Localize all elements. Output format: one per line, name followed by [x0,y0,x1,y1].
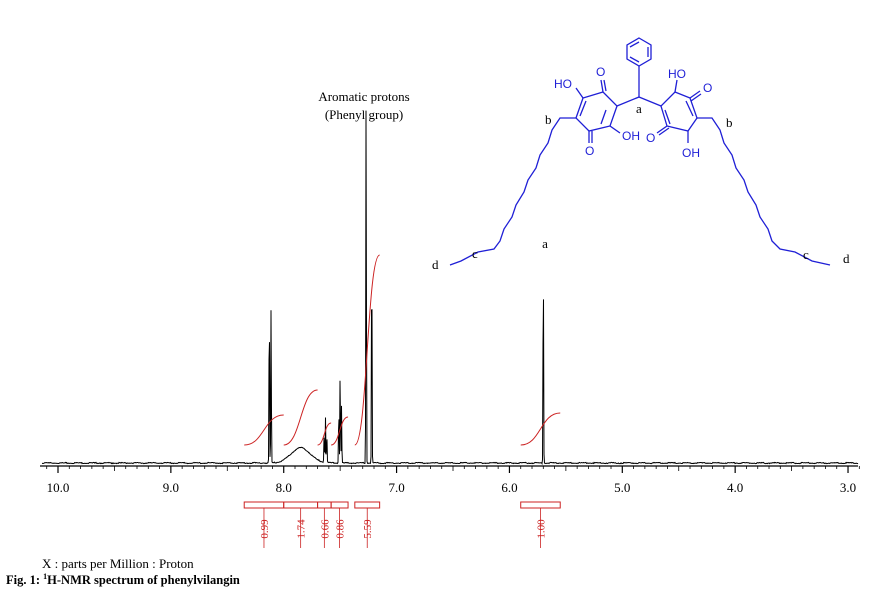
x-axis: 10.0 9.0 8.0 7.0 6.0 5.0 4.0 3.0 [40,465,860,495]
right-carbonyl [690,93,702,102]
label-b-left: b [545,112,552,127]
label-d-left: d [432,257,439,272]
structure-labels: a b b c c d d [432,101,850,272]
atom-o-right-top: O [703,81,712,95]
label-d-right: d [843,251,850,266]
integral-curve [354,254,381,446]
integral-curve [520,412,561,446]
integral-value: 0.99 [259,519,271,539]
integral-curves [244,254,561,446]
integral-box [317,501,332,509]
integral-box [520,501,561,509]
x-tick-labels: 10.0 9.0 8.0 7.0 6.0 5.0 4.0 3.0 [47,480,857,495]
atom-oh-right: OH [682,146,700,160]
left-carbonyl [603,79,607,92]
right-quinone-bond [685,100,694,117]
left-quinone-bond [579,100,587,117]
caption-superscript: 1 [43,572,48,581]
left-carbonyl [600,79,604,93]
x-tick-label: 6.0 [501,480,517,495]
label-b-right: b [726,115,733,130]
left-oh-bond [609,125,621,134]
peak-a-label: a [542,236,548,251]
integral-box [283,501,319,509]
caption-prefix: Fig. 1: [6,573,44,588]
right-carbonyl [689,90,701,99]
caption-text: H-NMR spectrum of phenylvilangin [47,573,240,588]
left-oh-bond [575,87,584,99]
atom-o-right-bottom: O [646,131,655,145]
x-tick-label: 8.0 [276,480,292,495]
integral-boxes: 0.99 1.74 0.66 0.86 5.59 1.00 [243,501,561,548]
right-alkyl-chain [697,117,831,266]
phenyl-double-bond [629,41,640,48]
methine-bond [616,96,640,107]
aromatic-label-line1: Aromatic protons [318,89,409,104]
integral-box [243,501,285,509]
x-tick-label: 9.0 [163,480,179,495]
integral-curve [244,414,284,446]
atom-oh-left: OH [622,129,640,143]
phenyl-double-bond [629,56,640,63]
integral-curve [283,389,318,446]
x-tick-label: 5.0 [614,480,630,495]
structure-text: HO O O OH HO O O OH [554,65,712,160]
chemical-structure [449,37,831,266]
figure-caption: Fig. 1: 1H-NMR spectrum of phenylvilangi… [6,572,240,588]
atom-o-left-top: O [596,65,605,79]
atom-o-left-bottom: O [585,144,594,158]
atom-ho-right: HO [668,67,686,81]
integral-value: 5.59 [362,519,374,539]
integral-value: 1.74 [296,519,308,539]
x-axis-label: X : parts per Million : Proton [42,556,194,571]
methine-bond [638,96,662,107]
integral-value: 0.66 [319,519,331,539]
right-carbonyl [656,125,668,134]
right-oh-bond [674,79,678,93]
right-carbonyl [658,127,670,136]
x-tick-label: 4.0 [727,480,743,495]
label-c-right: c [803,247,809,262]
left-alkyl-chain [449,117,576,266]
x-tick-label: 7.0 [388,480,404,495]
integral-curve [330,416,349,446]
x-ticks [46,466,860,473]
label-c-left: c [472,246,478,261]
left-quinone-bond [600,109,607,125]
integral-box [354,501,381,509]
spectrum-line [41,110,859,466]
integral-value: 1.00 [535,519,547,539]
aromatic-label-line2: (Phenyl group) [325,107,403,122]
label-a: a [636,101,642,116]
integral-box [330,501,349,509]
right-quinone-bond [664,109,671,125]
integral-value: 0.86 [335,519,347,539]
x-tick-label: 3.0 [840,480,856,495]
atom-ho-left: HO [554,77,572,91]
x-tick-label: 10.0 [47,480,70,495]
integral-curve [317,422,332,446]
